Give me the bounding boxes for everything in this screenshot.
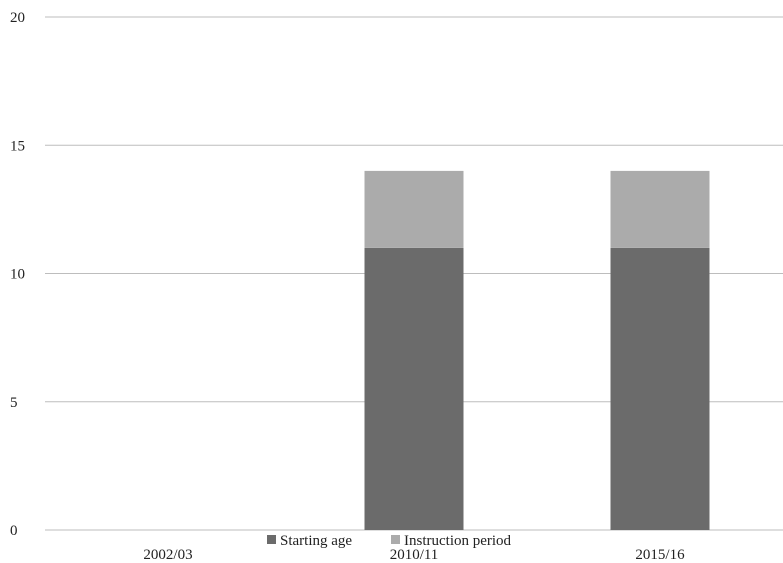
bar-2010-11-starting-age (364, 247, 464, 530)
x-category-label-2002-03: 2002/03 (143, 547, 192, 563)
y-tick-label-0: 0 (10, 523, 18, 539)
x-category-label-2010-11: 2010/11 (390, 547, 439, 563)
x-axis-categories: 2002/03 2010/11 2015/16 (143, 547, 685, 563)
bar-2010-11-instruction-period (364, 170, 464, 248)
legend-swatch-starting-age (267, 535, 276, 544)
bar-2015-16-starting-age (610, 247, 710, 530)
x-category-label-2015-16: 2015/16 (635, 547, 685, 563)
bar-2015-16-instruction-period (610, 170, 710, 248)
legend-swatch-instruction-period (391, 535, 400, 544)
y-tick-label-10: 10 (10, 267, 25, 283)
y-axis-ticks: 0 5 10 15 20 (10, 10, 25, 539)
legend: Starting age Instruction period (267, 533, 512, 549)
legend-label-instruction-period: Instruction period (404, 533, 512, 549)
y-tick-label-5: 5 (10, 395, 18, 411)
legend-label-starting-age: Starting age (280, 533, 352, 549)
bars (364, 170, 710, 530)
y-tick-label-20: 20 (10, 10, 25, 26)
y-tick-label-15: 15 (10, 138, 25, 154)
